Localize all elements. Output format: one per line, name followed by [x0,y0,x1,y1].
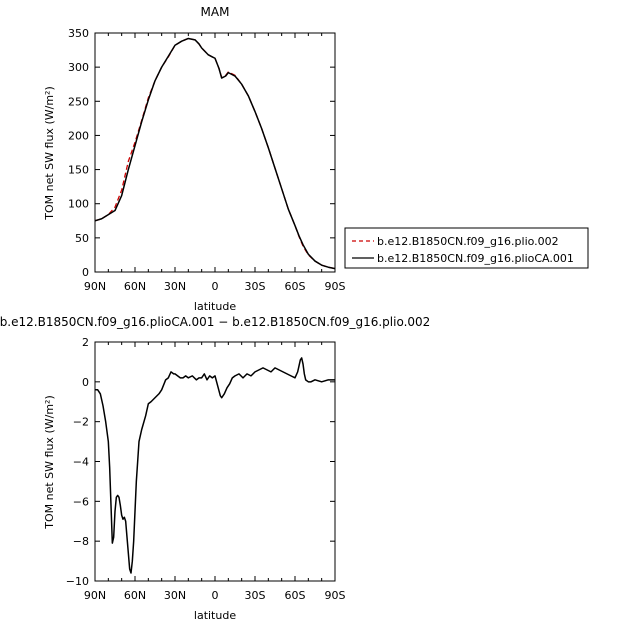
bottom-x-tick-label: 30N [164,589,186,602]
top-x-tick-label: 60N [124,280,146,293]
bottom-series-layer [95,357,335,574]
top-x-tick-label: 90N [84,280,106,293]
top-y-tick-label: 150 [68,164,89,177]
bottom-y-tick-label: 0 [82,376,89,389]
bottom-x-tick-label: 90N [84,589,106,602]
top-series-layer [94,37,336,270]
top-x-tick-label: 0 [212,280,219,293]
bottom-y-axis-label: TOM net SW flux (W/m²) [43,395,56,529]
top-x-tick-label: 30S [245,280,266,293]
top-tick-layer: 90N 60N 30N 0 30S 60S 90S 0 50 100 150 200 250 300 350 [68,27,346,293]
bottom-y-tick-label: 2 [82,336,89,349]
top-x-axis-label: latitude [194,300,236,313]
top-y-tick-label: 100 [68,198,89,211]
bottom-x-tick-label: 90S [325,589,346,602]
top-x-tick-label: 30N [164,280,186,293]
legend-box [344,227,589,269]
bottom-y-tick-label: −8 [73,535,89,548]
top-panel: MAM 90N 60N 30N 0 30S 60S 90S 0 50 100 150 200 250 30… [43,5,346,313]
top-y-tick-label: 200 [68,129,89,142]
legend: b.e12.B1850CN.f09_g16.plio.002 b.e12.B18… [344,227,589,269]
top-y-tick-label: 250 [68,95,89,108]
top-y-tick-label: 350 [68,27,89,40]
legend-label-pliocA: b.e12.B1850CN.f09_g16.plioCA.001 [377,252,574,265]
top-x-tick-label: 90S [325,280,346,293]
top-chart-title: MAM [201,5,230,19]
top-plot-frame [94,32,336,273]
top-y-tick-label: 50 [75,232,89,245]
bottom-x-tick-label: 60S [285,589,306,602]
bottom-panel: b.e12.B1850CN.f09_g16.plioCA.001 − b.e12… [0,315,430,622]
bottom-x-tick-label: 60N [124,589,146,602]
top-series-line-1 [94,37,336,270]
bottom-y-tick-label: −2 [73,416,89,429]
bottom-y-tick-label: −10 [66,575,89,588]
top-y-axis-label: TOM net SW flux (W/m²) [43,86,56,220]
bottom-plot-frame [94,341,336,582]
bottom-x-tick-label: 30S [245,589,266,602]
bottom-x-axis-label: latitude [194,609,236,622]
bottom-y-tick-label: −4 [73,456,89,469]
top-y-tick-label: 300 [68,61,89,74]
top-y-tick-label: 0 [82,266,89,279]
legend-label-plio: b.e12.B1850CN.f09_g16.plio.002 [377,235,559,248]
bottom-series-line-0 [95,357,335,574]
top-x-tick-label: 60S [285,280,306,293]
bottom-chart-title: b.e12.B1850CN.f09_g16.plioCA.001 − b.e12… [0,315,430,329]
bottom-x-tick-label: 0 [212,589,219,602]
bottom-y-tick-label: −6 [73,495,89,508]
